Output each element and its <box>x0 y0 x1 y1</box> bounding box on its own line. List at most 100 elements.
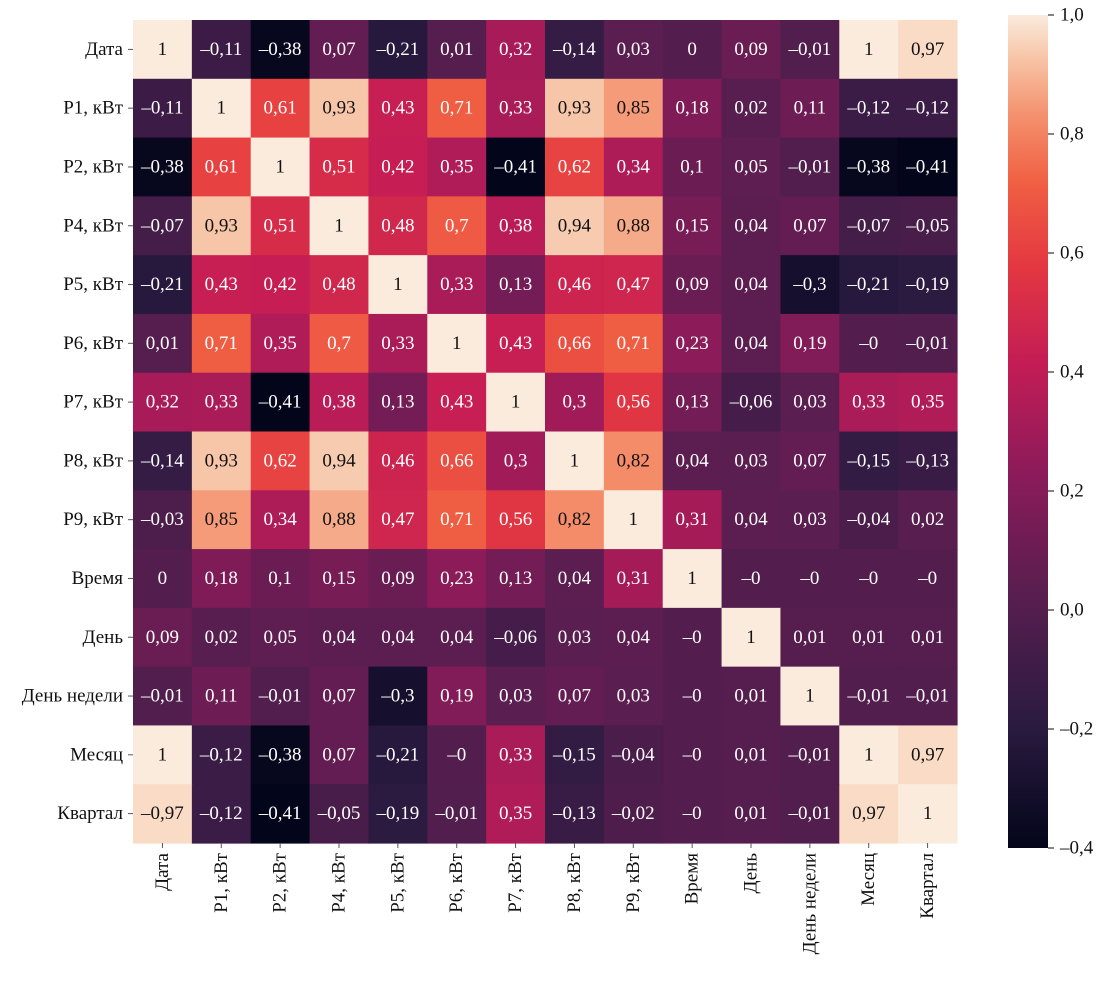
cell-annotation: –0,21 <box>140 274 184 295</box>
cell-annotation: 0,71 <box>205 333 238 354</box>
heatmap-cell <box>191 607 252 668</box>
cell-annotation: 1 <box>158 744 168 765</box>
cell-annotation: –0,12 <box>199 803 243 824</box>
cell-annotation: 0,61 <box>264 98 297 119</box>
cell-annotation: –0,13 <box>552 803 596 824</box>
heatmap-cell <box>250 20 311 80</box>
cell-annotation: 0,19 <box>440 686 473 707</box>
heatmap-cell <box>603 196 664 256</box>
heatmap-cell <box>898 78 958 139</box>
heatmap-cell <box>603 255 664 315</box>
cell-annotation: –0 <box>858 568 878 589</box>
y-tick-label: P9, кВт <box>63 509 123 530</box>
cell-annotation: 0,15 <box>676 215 709 236</box>
cell-annotation: –0,04 <box>611 744 655 765</box>
heatmap-cell <box>250 784 311 844</box>
heatmap-cell <box>250 313 311 374</box>
heatmap-cell <box>721 137 782 197</box>
cell-annotation: –0,12 <box>199 744 243 765</box>
heatmap-cell <box>662 313 723 374</box>
cell-annotation: 0,47 <box>381 509 414 530</box>
heatmap-cell <box>486 607 546 668</box>
cell-annotation: 0,07 <box>558 686 591 707</box>
heatmap-cell <box>721 196 782 256</box>
heatmap-cell <box>839 784 899 844</box>
cell-annotation: –0,38 <box>258 39 302 60</box>
cell-annotation: –0,19 <box>905 274 949 295</box>
heatmap-cell <box>898 666 958 727</box>
cell-annotation: 0,33 <box>852 392 885 413</box>
cell-annotation: 0,05 <box>264 627 297 648</box>
heatmap-cell <box>133 607 193 668</box>
heatmap-cell <box>545 78 605 139</box>
colorbar: 1,0 0,8 0,6 0,4 0,2 0,0 –0,2 –0,4 <box>1008 5 1094 859</box>
cell-annotation: 0,09 <box>676 274 709 295</box>
cell-annotation: 0,38 <box>322 392 355 413</box>
cell-annotation: 0,01 <box>734 803 767 824</box>
cell-annotation: –0,05 <box>905 215 949 236</box>
cell-annotation: –0,01 <box>787 803 831 824</box>
cell-annotation: 0,19 <box>793 333 826 354</box>
cell-annotation: 0,04 <box>734 274 768 295</box>
heatmap-cell <box>721 372 782 433</box>
heatmap-cell <box>603 666 664 727</box>
cell-annotation: –0,41 <box>905 156 949 177</box>
cell-annotation: 0,43 <box>381 98 414 119</box>
cell-annotation: 1 <box>275 156 285 177</box>
heatmap-cell <box>662 490 723 550</box>
x-tick-label: Месяц <box>858 853 879 906</box>
heatmap-cell <box>191 78 252 139</box>
heatmap-cell <box>780 313 840 374</box>
heatmap-cell <box>191 666 252 727</box>
heatmap-cell <box>309 725 370 785</box>
cell-annotation: 0,35 <box>911 392 944 413</box>
heatmap-cell <box>250 431 311 491</box>
cell-annotation: –0,07 <box>140 215 184 236</box>
heatmap-cell <box>486 666 546 727</box>
heatmap-cell <box>191 313 252 374</box>
heatmap-cell <box>133 549 193 609</box>
cell-annotation: 0,03 <box>617 686 650 707</box>
heatmap-cell <box>662 196 723 256</box>
heatmap-cell <box>662 255 723 315</box>
cell-annotation: 0,38 <box>499 215 532 236</box>
heatmap-cell <box>191 20 252 80</box>
cell-annotation: 0,03 <box>793 392 826 413</box>
cell-annotation: –0,01 <box>846 686 890 707</box>
heatmap-cell <box>545 196 605 256</box>
heatmap-cell <box>133 784 193 844</box>
cell-annotation: 0,42 <box>381 156 414 177</box>
cell-annotation: 0,33 <box>499 98 532 119</box>
cell-annotation: 0,32 <box>146 392 179 413</box>
heatmap-cell <box>427 431 487 491</box>
cell-annotation: 0,13 <box>676 392 709 413</box>
cell-annotation: 0,35 <box>499 803 532 824</box>
heatmap-cell <box>250 137 311 197</box>
y-tick-label: P7, кВт <box>63 392 123 413</box>
cell-annotation: 0 <box>158 568 168 589</box>
heatmap-cell <box>191 255 252 315</box>
cell-annotation: –0,38 <box>258 744 302 765</box>
colorbar-tick-label: 0,8 <box>1060 124 1084 145</box>
cell-annotation: 0,35 <box>264 333 297 354</box>
cell-annotation: 0,62 <box>264 450 297 471</box>
cell-annotation: 0,09 <box>734 39 767 60</box>
cell-annotation: 0,04 <box>558 568 592 589</box>
heatmap-cell <box>898 431 958 491</box>
heatmap-cell <box>662 372 723 433</box>
heatmap-cell <box>839 313 899 374</box>
cell-annotation: –0,97 <box>140 803 184 824</box>
colorbar-gradient <box>1008 15 1048 848</box>
cell-annotation: 0,61 <box>205 156 238 177</box>
heatmap-cell <box>368 255 428 315</box>
cell-annotation: –0,38 <box>140 156 184 177</box>
cell-annotation: –0,01 <box>787 39 831 60</box>
cell-annotation: 1 <box>393 274 403 295</box>
heatmap-cell <box>309 313 370 374</box>
cell-annotation: –0,11 <box>140 98 183 119</box>
cell-annotation: –0,38 <box>846 156 890 177</box>
heatmap-cell <box>368 313 428 374</box>
heatmap-cell <box>898 784 958 844</box>
heatmap-cell <box>250 725 311 785</box>
